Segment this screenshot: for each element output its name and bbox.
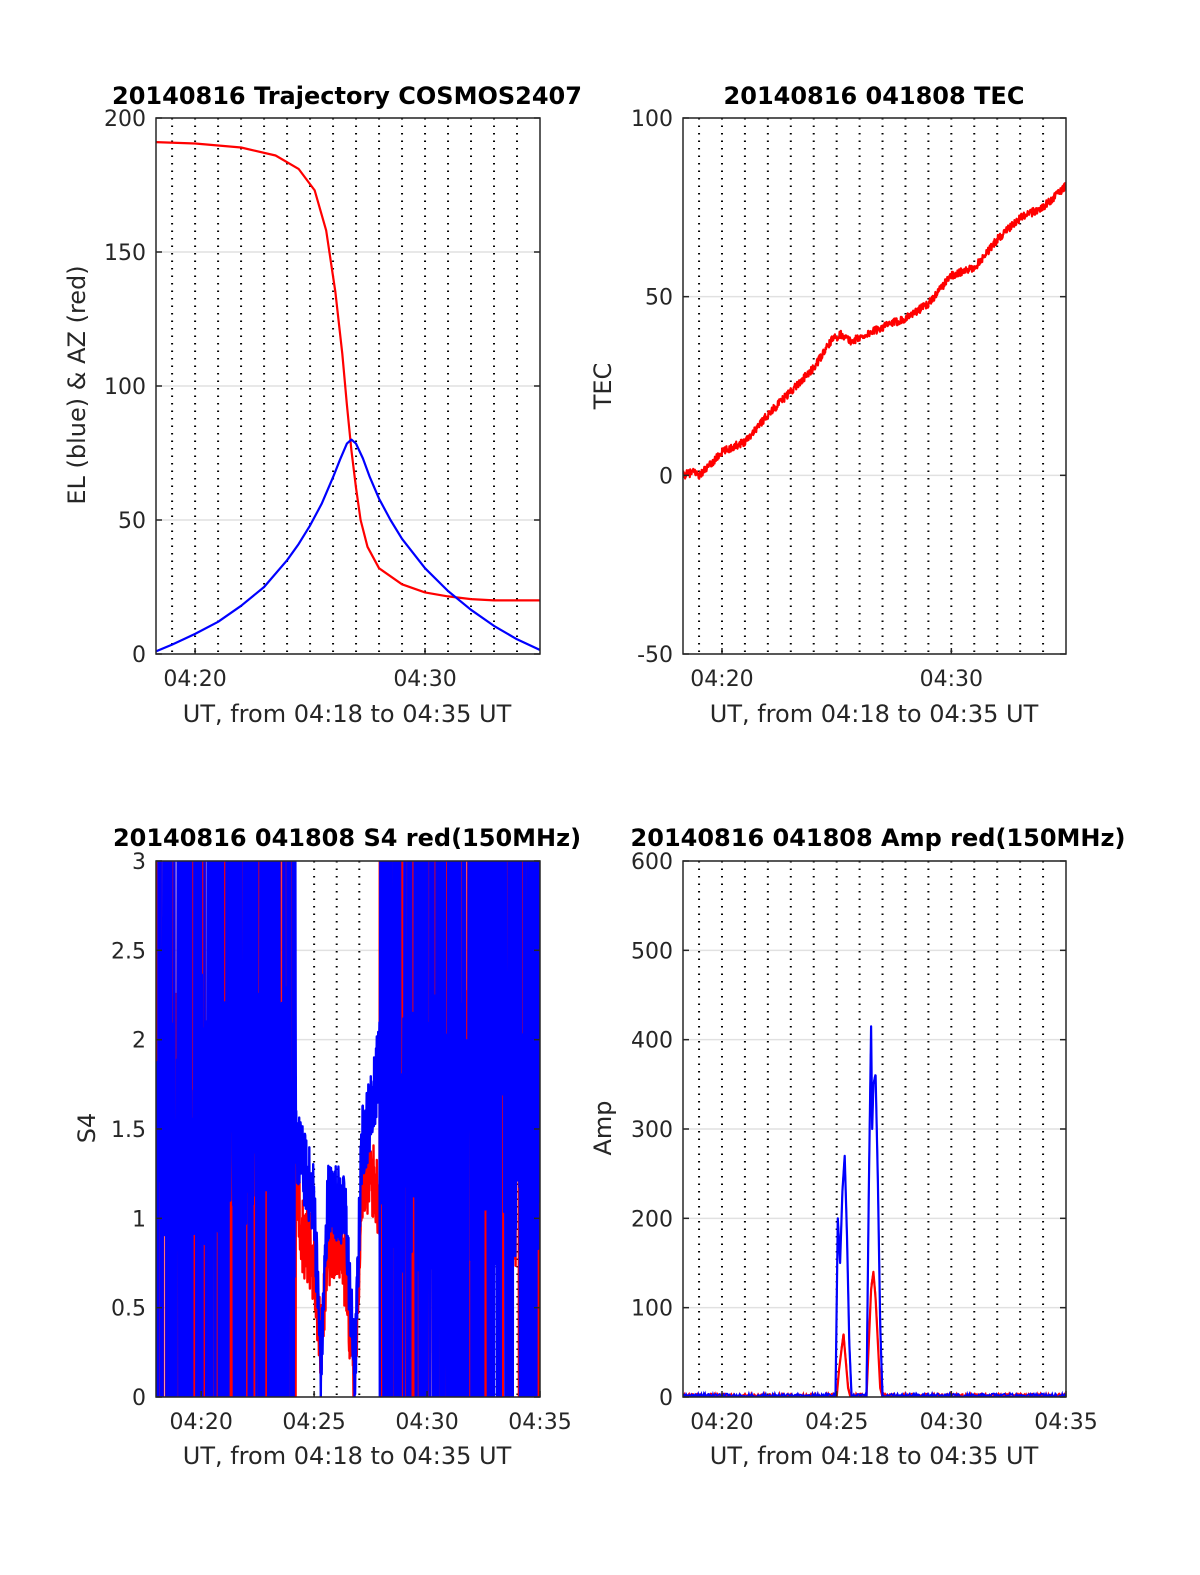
panel-s4-xlabel: UT, from 04:18 to 04:35 UT <box>183 1442 512 1470</box>
xtick-label: 04:30 <box>920 667 983 692</box>
ytick-label: 0.5 <box>111 1297 146 1322</box>
xtick-label: 04:20 <box>169 1410 232 1435</box>
ytick-label: 2.5 <box>111 939 146 964</box>
ytick-label: 0 <box>659 464 673 489</box>
panel-s4: 20140816 041808 S4 red(150MHz) 0 0.5 1 1.5 2… <box>73 824 581 1470</box>
panel-trajectory-plot: 0 50 100 150 200 04:20 04:30 <box>104 107 541 692</box>
panel-trajectory-title: 20140816 Trajectory COSMOS2407 <box>112 82 582 110</box>
xtick-label: 04:35 <box>1034 1410 1097 1435</box>
panel-trajectory-ylabel: EL (blue) & AZ (red) <box>63 265 91 504</box>
xtick-label: 04:30 <box>395 1410 458 1435</box>
panel-amp-title: 20140816 041808 Amp red(150MHz) <box>631 824 1126 852</box>
panel-trajectory: 20140816 Trajectory COSMOS2407 0 50 100 150… <box>63 82 582 728</box>
panel-s4-ylabel: S4 <box>73 1113 101 1144</box>
ytick-label: 300 <box>631 1118 673 1143</box>
ytick-label: 100 <box>631 1297 673 1322</box>
xtick-label: 04:35 <box>508 1410 571 1435</box>
ytick-label: 100 <box>631 107 673 132</box>
ytick-label: 600 <box>631 850 673 875</box>
series-baseline-blue <box>683 1053 1066 1397</box>
ytick-label: 500 <box>631 939 673 964</box>
xtick-label: 04:30 <box>393 667 456 692</box>
ytick-label: 100 <box>104 375 146 400</box>
ytick-label: 150 <box>104 241 146 266</box>
ytick-label: -50 <box>637 643 673 668</box>
xtick-label: 04:20 <box>690 1410 753 1435</box>
panel-tec-title: 20140816 041808 TEC <box>724 82 1025 110</box>
xtick-label: 04:25 <box>282 1410 345 1435</box>
ytick-label: 0 <box>132 643 146 668</box>
ytick-label: 1 <box>132 1207 146 1232</box>
xtick-label: 04:30 <box>920 1410 983 1435</box>
ytick-label: 0 <box>132 1386 146 1411</box>
panel-amp-ylabel: Amp <box>589 1100 617 1155</box>
ytick-label: 2 <box>132 1029 146 1054</box>
panel-trajectory-xlabel: UT, from 04:18 to 04:35 UT <box>183 700 512 728</box>
ytick-label: 200 <box>631 1207 673 1232</box>
series-line-blue <box>156 438 540 653</box>
ytick-label: 400 <box>631 1029 673 1054</box>
xtick-label: 04:20 <box>690 667 753 692</box>
xtick-label: 04:20 <box>163 667 226 692</box>
panel-tec-plot: -50 0 50 100 04:20 04:30 <box>631 107 1067 692</box>
panel-tec-xlabel: UT, from 04:18 to 04:35 UT <box>710 700 1039 728</box>
panel-amp-xlabel: UT, from 04:18 to 04:35 UT <box>710 1442 1039 1470</box>
axes-frame <box>682 117 1067 655</box>
ytick-label: 0 <box>659 1386 673 1411</box>
panel-amp: 20140816 041808 Amp red(150MHz) 0 100 200 3… <box>589 824 1125 1470</box>
ytick-label: 1.5 <box>111 1118 146 1143</box>
series-line-blue <box>156 861 540 1397</box>
xtick-label: 04:25 <box>805 1410 868 1435</box>
ytick-label: 50 <box>645 286 673 311</box>
ytick-label: 3 <box>132 850 146 875</box>
panel-amp-plot: 0 100 200 300 400 500 600 04:20 04:25 04:30 04:35 <box>631 850 1098 1435</box>
ytick-label: 200 <box>104 107 146 132</box>
panel-tec-ylabel: TEC <box>589 363 617 411</box>
panel-s4-plot: 0 0.5 1 1.5 2 2.5 3 04:20 04:25 04:30 04:35 <box>111 850 572 1435</box>
series-line-red <box>683 181 1066 480</box>
series-line-red <box>156 141 540 602</box>
panel-s4-title: 20140816 041808 S4 red(150MHz) <box>113 824 581 852</box>
ytick-label: 50 <box>118 509 146 534</box>
